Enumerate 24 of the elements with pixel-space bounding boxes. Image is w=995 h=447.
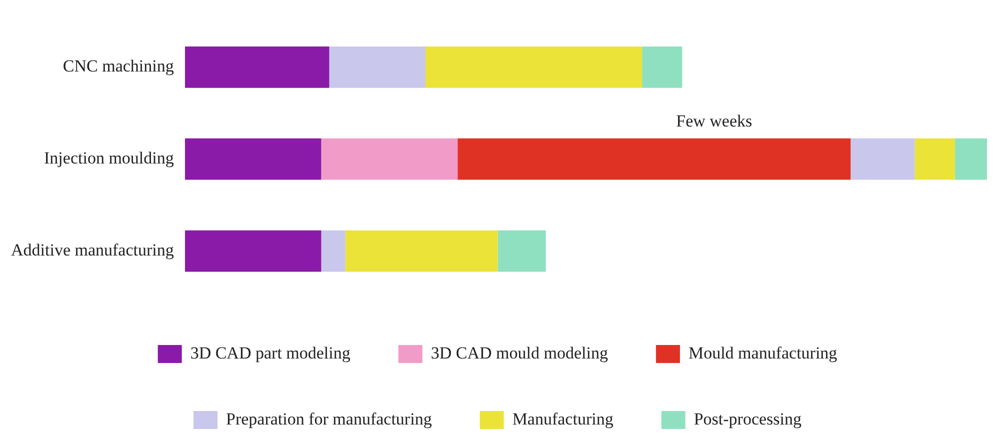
legend-label: Post-processing: [694, 409, 802, 428]
bar: [426, 46, 642, 88]
legend-label: 3D CAD mould modeling: [430, 343, 608, 362]
legend-label: Manufacturing: [512, 409, 614, 428]
bar: [345, 230, 498, 272]
bar: [642, 46, 682, 88]
bar: [458, 138, 851, 180]
bar: [184, 46, 330, 88]
bar: [321, 138, 458, 180]
legend-label: Preparation for manufacturing: [226, 409, 432, 428]
bar: [954, 138, 987, 180]
y-tick-label: Injection moulding: [44, 148, 174, 168]
bar: [850, 138, 915, 180]
bar: [498, 230, 546, 272]
annotation: Few weeks: [676, 111, 752, 130]
bar: [914, 138, 955, 180]
y-tick-label: Additive manufacturing: [10, 240, 174, 260]
bar: [184, 230, 322, 272]
y-tick-label: CNC machining: [62, 56, 174, 76]
bar: [321, 230, 346, 272]
bar: [184, 138, 322, 180]
legend-label: 3D CAD part modeling: [190, 343, 351, 362]
legend-label: Mould manufacturing: [688, 343, 838, 362]
bar: [329, 46, 426, 88]
